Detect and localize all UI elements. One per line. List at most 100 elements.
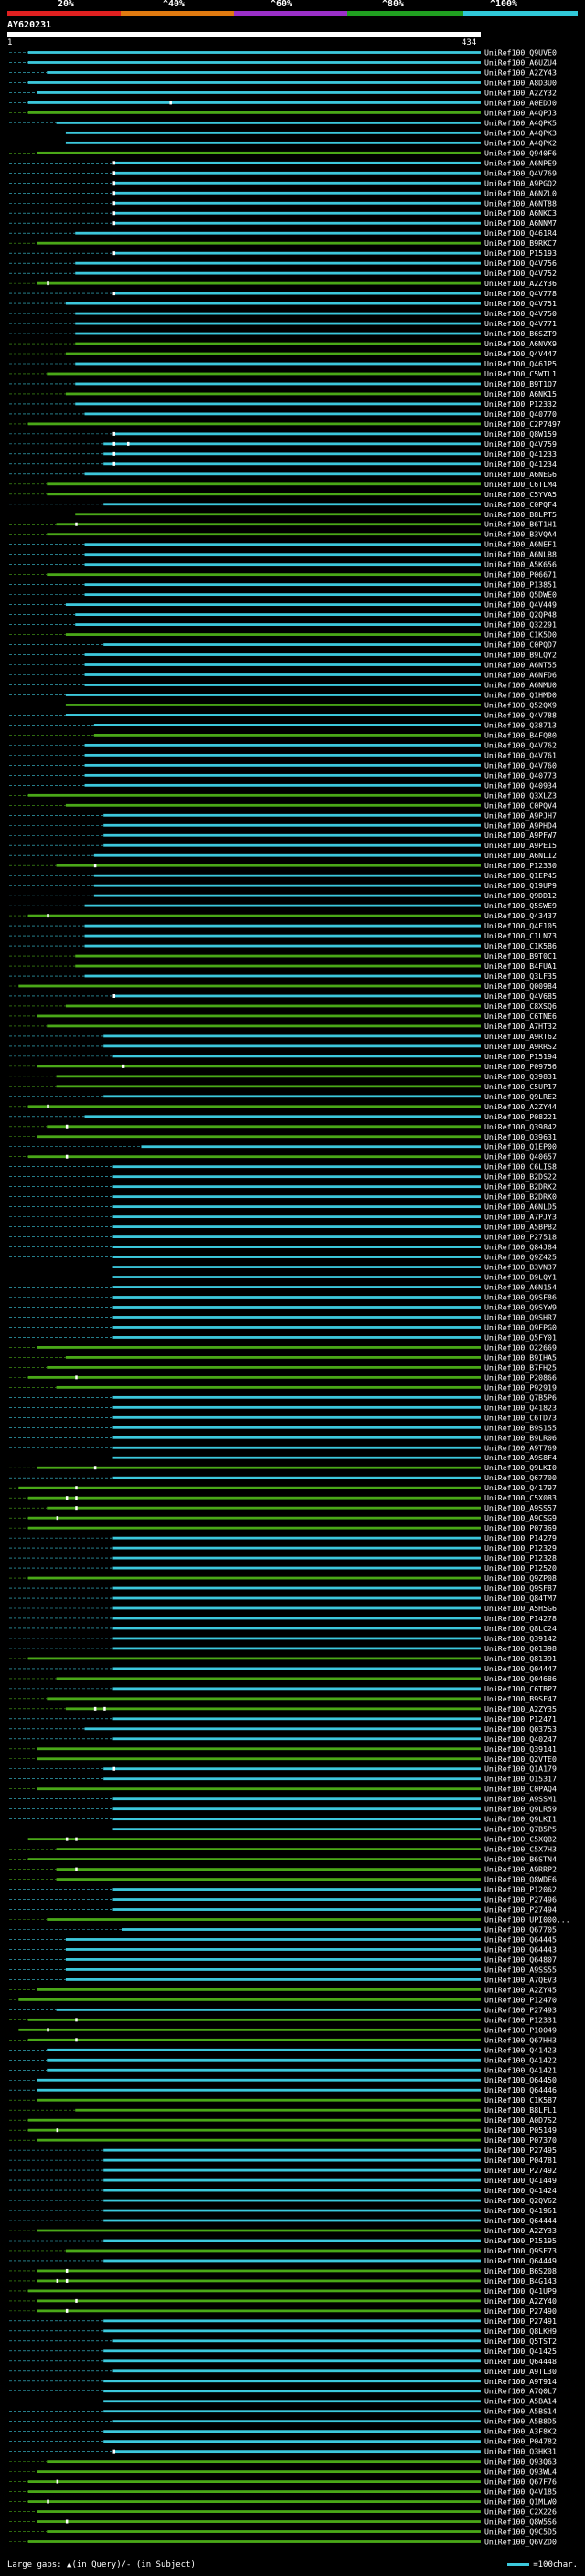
hit-row[interactable]: UniRef100_B9SF47 (9, 1694, 557, 1703)
hit-row[interactable]: UniRef100_Q9LRE2 (9, 1092, 557, 1101)
hit-row[interactable]: UniRef100_Q64450 (9, 2075, 557, 2084)
hit-row[interactable]: UniRef100_Q4V771 (9, 319, 557, 328)
hit-row[interactable]: UniRef100_Q00984 (9, 981, 557, 991)
hit-row[interactable]: UniRef100_A7QEV3 (9, 1975, 557, 1984)
hit-row[interactable]: UniRef100_A4QPK2 (9, 138, 557, 147)
hit-row[interactable]: UniRef100_A6NL12 (9, 851, 557, 860)
hit-row[interactable]: UniRef100_Q5SWE9 (9, 901, 557, 910)
hit-row[interactable]: UniRef100_A0D7S2 (9, 2115, 557, 2125)
hit-row[interactable]: UniRef100_C0PQD7 (9, 641, 557, 650)
hit-row[interactable]: UniRef100_Q41234 (9, 460, 557, 469)
hit-row[interactable]: UniRef100_Q9FPG0 (9, 1322, 557, 1331)
hit-row[interactable]: UniRef100_Q5TST2 (9, 2337, 557, 2346)
hit-row[interactable]: UniRef100_Q67HH3 (9, 2035, 557, 2044)
hit-row[interactable]: UniRef100_Q4V447 (9, 349, 557, 358)
hit-row[interactable]: UniRef100_C5UP17 (9, 1082, 557, 1091)
hit-row[interactable]: UniRef100_B8LFL1 (9, 2105, 557, 2115)
hit-row[interactable]: UniRef100_C0PAQ4 (9, 1785, 557, 1794)
hit-row[interactable]: UniRef100_A6NLD5 (9, 1203, 557, 1212)
hit-row[interactable]: UniRef100_C0PQF4 (9, 500, 557, 509)
hit-row[interactable]: UniRef100_A9PFW7 (9, 831, 557, 840)
hit-row[interactable]: UniRef100_B6S208 (9, 2266, 557, 2275)
hit-row[interactable]: UniRef100_P10049 (9, 2025, 557, 2034)
hit-row[interactable]: UniRef100_Q40247 (9, 1734, 557, 1744)
hit-row[interactable]: UniRef100_Q9SYW9 (9, 1302, 557, 1311)
hit-row[interactable]: UniRef100_Q41423 (9, 2045, 557, 2054)
hit-row[interactable]: UniRef100_Q41449 (9, 2176, 557, 2185)
hit-row[interactable]: UniRef100_B9RKC7 (9, 239, 557, 248)
hit-row[interactable]: UniRef100_Q84J84 (9, 1243, 557, 1252)
hit-row[interactable]: UniRef100_C1K5B6 (9, 941, 557, 950)
hit-row[interactable]: UniRef100_P06671 (9, 570, 557, 579)
hit-row[interactable]: UniRef100_A6NT55 (9, 661, 557, 670)
hit-row[interactable]: UniRef100_A2ZY33 (9, 2226, 557, 2235)
hit-row[interactable]: UniRef100_B2DRK0 (9, 1193, 557, 1202)
hit-row[interactable]: UniRef100_C6TD73 (9, 1413, 557, 1422)
hit-row[interactable]: UniRef100_P12062 (9, 1885, 557, 1894)
hit-row[interactable]: UniRef100_A8D3U0 (9, 78, 557, 87)
hit-row[interactable]: UniRef100_A2ZY32 (9, 88, 557, 97)
hit-row[interactable]: UniRef100_A6NVX9 (9, 339, 557, 348)
hit-row[interactable]: UniRef100_A9SS55 (9, 1965, 557, 1974)
hit-row[interactable]: UniRef100_Q7B5P5 (9, 1825, 557, 1834)
hit-row[interactable]: UniRef100_Q64443 (9, 1945, 557, 1954)
hit-row[interactable]: UniRef100_Q1A179 (9, 1765, 557, 1774)
hit-row[interactable]: UniRef100_Q03753 (9, 1724, 557, 1733)
hit-row[interactable]: UniRef100_Q40773 (9, 770, 557, 779)
hit-row[interactable]: UniRef100_Q41UP9 (9, 2286, 557, 2295)
hit-row[interactable]: UniRef100_Q3HK31 (9, 2447, 557, 2456)
hit-row[interactable]: UniRef100_O15317 (9, 1775, 557, 1784)
hit-row[interactable]: UniRef100_B9T1Q7 (9, 379, 557, 388)
hit-row[interactable]: UniRef100_P12330 (9, 861, 557, 870)
hit-row[interactable]: UniRef100_Q9LKI0 (9, 1463, 557, 1472)
hit-row[interactable]: UniRef100_Q39831 (9, 1072, 557, 1081)
hit-row[interactable]: UniRef100_P12329 (9, 1543, 557, 1553)
hit-row[interactable]: UniRef100_Q4V762 (9, 740, 557, 749)
hit-row[interactable]: UniRef100_P20866 (9, 1373, 557, 1382)
hit-row[interactable]: UniRef100_P13851 (9, 580, 557, 589)
hit-row[interactable]: UniRef100_A9PHD4 (9, 821, 557, 830)
hit-row[interactable]: UniRef100_A9PE15 (9, 841, 557, 850)
hit-row[interactable]: UniRef100_A5BA14 (9, 2397, 557, 2406)
hit-row[interactable]: UniRef100_Q39141 (9, 1744, 557, 1754)
hit-row[interactable]: UniRef100_P07370 (9, 2136, 557, 2145)
hit-row[interactable]: UniRef100_Q4V759 (9, 440, 557, 449)
hit-row[interactable]: UniRef100_P27495 (9, 2146, 557, 2155)
hit-row[interactable]: UniRef100_Q52QX9 (9, 700, 557, 709)
hit-row[interactable]: UniRef100_Q41421 (9, 2065, 557, 2074)
hit-row[interactable]: UniRef100_A3F8K2 (9, 2427, 557, 2436)
hit-row[interactable]: UniRef100_B6T1H1 (9, 520, 557, 529)
hit-row[interactable]: UniRef100_Q4V760 (9, 760, 557, 769)
hit-row[interactable]: UniRef100_Q4F105 (9, 921, 557, 930)
hit-row[interactable]: UniRef100_C5XQB2 (9, 1835, 557, 1844)
hit-row[interactable]: UniRef100_Q81391 (9, 1654, 557, 1663)
hit-row[interactable]: UniRef100_A6NT88 (9, 198, 557, 207)
hit-row[interactable]: UniRef100_Q9LKI1 (9, 1815, 557, 1824)
hit-row[interactable]: UniRef100_Q4V778 (9, 289, 557, 298)
hit-row[interactable]: UniRef100_Q9DD12 (9, 891, 557, 900)
hit-row[interactable]: UniRef100_Q64807 (9, 1955, 557, 1964)
hit-row[interactable]: UniRef100_Q2VTE0 (9, 1754, 557, 1764)
hit-row[interactable]: UniRef100_Q1MLW0 (9, 2497, 557, 2507)
hit-row[interactable]: UniRef100_P15193 (9, 249, 557, 258)
hit-row[interactable]: UniRef100_A7HT32 (9, 1022, 557, 1031)
hit-row[interactable]: UniRef100_P09756 (9, 1062, 557, 1071)
hit-row[interactable]: UniRef100_UPI000... (9, 1915, 570, 1924)
hit-row[interactable]: UniRef100_Q4V750 (9, 309, 557, 318)
hit-row[interactable]: UniRef100_B7FH25 (9, 1362, 557, 1372)
hit-row[interactable]: UniRef100_O22669 (9, 1342, 557, 1352)
hit-row[interactable]: UniRef100_Q39842 (9, 1122, 557, 1131)
hit-row[interactable]: UniRef100_Q67F76 (9, 2477, 557, 2486)
hit-row[interactable]: UniRef100_Q4V185 (9, 2487, 557, 2496)
hit-row[interactable]: UniRef100_Q9SF87 (9, 1584, 557, 1593)
hit-row[interactable]: UniRef100_B2DS22 (9, 1172, 557, 1182)
hit-row[interactable]: UniRef100_A6NFD6 (9, 670, 557, 679)
hit-row[interactable]: UniRef100_P12520 (9, 1564, 557, 1573)
hit-row[interactable]: UniRef100_Q9UVE0 (9, 48, 557, 57)
hit-row[interactable]: UniRef100_Q9Z425 (9, 1253, 557, 1262)
hit-row[interactable]: UniRef100_Q64448 (9, 2357, 557, 2366)
hit-row[interactable]: UniRef100_Q6VZD0 (9, 2538, 557, 2547)
hit-row[interactable]: UniRef100_Q67700 (9, 1473, 557, 1482)
hit-row[interactable]: UniRef100_Q67705 (9, 1924, 557, 1934)
hit-row[interactable]: UniRef100_A9RRP2 (9, 1865, 557, 1874)
